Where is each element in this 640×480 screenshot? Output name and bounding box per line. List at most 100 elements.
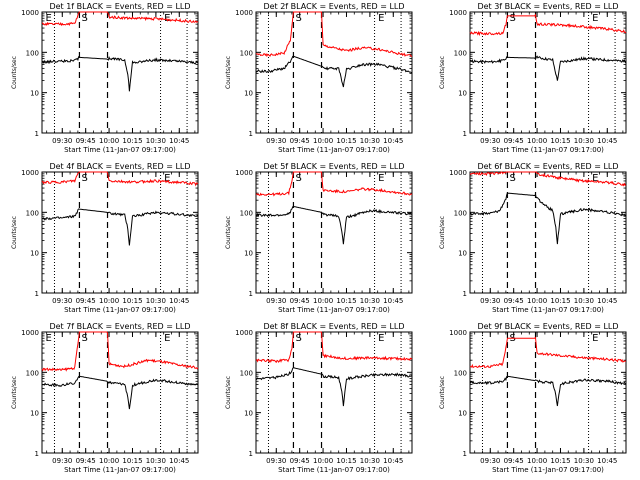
panel-title: Det 4f BLACK = Events, RED = LLD (49, 162, 190, 171)
x-tick-label: 10:45 (169, 457, 189, 465)
panel-det-7f: Det 7f BLACK = Events, RED = LLD E S E 1 10 10… (11, 322, 199, 474)
x-tick-label: 09:30 (266, 297, 286, 305)
x-tick-label: 09:45 (504, 457, 524, 465)
panel-det-8f: Det 8f BLACK = Events, RED = LLD S E 1 10 100… (225, 322, 413, 474)
y-tick-label: 100 (454, 369, 467, 377)
x-tick-label: 10:15 (550, 297, 570, 305)
lld-series-line (255, 331, 413, 363)
y-tick-label: 10 (458, 250, 467, 258)
x-tick-label: 10:15 (550, 137, 570, 145)
y-tick-label: 1000 (449, 9, 467, 17)
x-axis-label: Start Time (11-Jan-07 09:17:00) (278, 306, 390, 314)
interval-marker-E: E (378, 13, 384, 24)
y-axis-label: Counts/sec (225, 376, 232, 409)
y-tick-label: 1 (463, 450, 467, 458)
x-tick-label: 10:15 (336, 137, 356, 145)
x-tick-label: 09:30 (266, 457, 286, 465)
interval-marker-S: S (295, 333, 301, 344)
interval-marker-S: S (295, 173, 301, 184)
y-tick-label: 1 (35, 290, 39, 298)
plot-frame (41, 11, 199, 134)
y-tick-label: 1000 (21, 169, 39, 177)
x-axis-label: Start Time (11-Jan-07 09:17:00) (492, 466, 604, 474)
interval-marker-E: E (164, 173, 170, 184)
y-tick-label: 10 (30, 410, 39, 418)
x-tick-label: 10:15 (336, 297, 356, 305)
x-tick-label: 10:00 (99, 297, 119, 305)
x-axis-label: Start Time (11-Jan-07 09:17:00) (64, 466, 176, 474)
x-tick-label: 10:00 (99, 457, 119, 465)
events-series-line (469, 192, 627, 245)
y-axis-label: Counts/sec (439, 216, 446, 249)
y-tick-label: 100 (454, 209, 467, 217)
x-tick-label: 09:30 (266, 137, 286, 145)
lld-series-line (255, 11, 413, 58)
x-tick-label: 09:45 (76, 297, 96, 305)
x-tick-label: 10:45 (597, 457, 617, 465)
x-tick-label: 10:00 (313, 457, 333, 465)
x-tick-label: 09:45 (290, 297, 310, 305)
y-tick-label: 1 (249, 450, 253, 458)
y-tick-label: 100 (26, 209, 39, 217)
x-tick-label: 09:45 (504, 297, 524, 305)
y-tick-label: 1 (249, 130, 253, 138)
x-tick-label: 10:30 (360, 457, 380, 465)
x-tick-label: 09:30 (52, 137, 72, 145)
x-tick-label: 10:45 (169, 297, 189, 305)
interval-marker-S: S (81, 333, 87, 344)
interval-marker-S: S (509, 173, 515, 184)
x-tick-label: 10:15 (122, 137, 142, 145)
x-tick-label: 09:45 (504, 137, 524, 145)
y-tick-label: 10 (458, 410, 467, 418)
y-tick-label: 1000 (235, 169, 253, 177)
interval-marker-S: S (295, 13, 301, 24)
interval-marker-E: E (378, 173, 384, 184)
x-tick-label: 10:00 (99, 137, 119, 145)
lld-series-line (469, 13, 627, 37)
y-tick-label: 10 (30, 250, 39, 258)
y-tick-label: 1000 (235, 329, 253, 337)
x-tick-label: 10:00 (527, 297, 547, 305)
x-tick-label: 09:30 (480, 137, 500, 145)
y-axis-label: Counts/sec (439, 376, 446, 409)
events-series-line (41, 208, 199, 246)
panel-title: Det 9f BLACK = Events, RED = LLD (477, 322, 618, 331)
events-series-line (41, 375, 199, 410)
interval-marker-S: S (81, 13, 87, 24)
lld-series-line (469, 171, 627, 187)
x-tick-label: 10:30 (146, 297, 166, 305)
panel-title: Det 5f BLACK = Events, RED = LLD (263, 162, 404, 171)
y-tick-label: 100 (454, 49, 467, 57)
panel-title: Det 7f BLACK = Events, RED = LLD (49, 322, 190, 331)
x-tick-label: 10:00 (527, 137, 547, 145)
panel-det-5f: Det 5f BLACK = Events, RED = LLD S E 1 10 100… (225, 162, 413, 314)
panel-title: Det 1f BLACK = Events, RED = LLD (49, 2, 190, 11)
panel-det-4f: Det 4f BLACK = Events, RED = LLD S E 1 10 100… (11, 162, 199, 314)
y-axis-label: Counts/sec (439, 56, 446, 89)
x-tick-label: 10:00 (313, 137, 333, 145)
events-series-line (255, 55, 413, 88)
y-tick-label: 1 (463, 130, 467, 138)
events-series-line (41, 55, 199, 92)
y-tick-label: 10 (30, 90, 39, 98)
y-tick-label: 1000 (235, 9, 253, 17)
x-tick-label: 10:00 (527, 457, 547, 465)
y-tick-label: 1 (35, 130, 39, 138)
x-tick-label: 09:30 (52, 297, 72, 305)
panel-title: Det 8f BLACK = Events, RED = LLD (263, 322, 404, 331)
x-tick-label: 10:30 (574, 137, 594, 145)
interval-marker-E: E (46, 13, 52, 24)
interval-marker-E: E (592, 173, 598, 184)
events-series-line (469, 375, 627, 407)
lld-series-line (255, 171, 413, 197)
panel-det-6f: Det 6f BLACK = Events, RED = LLD S E 1 10 100… (439, 162, 627, 314)
x-tick-label: 10:45 (383, 457, 403, 465)
x-tick-label: 10:45 (169, 137, 189, 145)
interval-marker-E: E (592, 13, 598, 24)
y-tick-label: 100 (240, 209, 253, 217)
y-axis-label: Counts/sec (225, 216, 232, 249)
x-tick-label: 09:45 (290, 457, 310, 465)
panel-det-1f: Det 1f BLACK = Events, RED = LLD E S E 1 10 10… (11, 2, 199, 154)
y-tick-label: 1000 (21, 9, 39, 17)
